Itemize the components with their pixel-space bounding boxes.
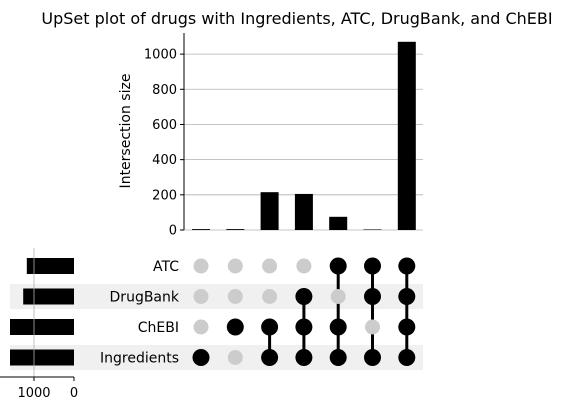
set-label-atc: ATC [153,259,179,275]
y-tick-label: 0 [169,224,177,239]
active-dot-ingredients [398,349,416,366]
set-size-bar-atc [26,258,74,274]
set-size-bar-ingredients [10,349,74,366]
intersection-bar-4 [294,193,313,230]
active-dot-atc [398,257,416,275]
intersection-bars [192,41,416,230]
row-stripes [10,284,423,370]
y-axis-label: Intersection size [118,74,134,189]
inactive-dot-chebi [193,319,209,335]
active-dot-drugbank [398,288,416,305]
intersection-bar-7 [397,41,416,230]
y-axis-ticks: 0 200 400 600 800 1000 [144,48,184,239]
row-stripe-drugbank [10,284,423,309]
y-tick-label: 1000 [144,48,177,63]
active-dot-atc [329,257,347,275]
active-dot-ingredients [364,349,381,366]
intersection-bar-3 [260,192,279,230]
intersection-bar-2 [226,229,245,230]
matrix-dots [192,257,416,366]
set-size-bar-drugbank [23,288,74,305]
active-dot-ingredients [192,349,210,366]
set-label-drugbank: DrugBank [110,290,180,306]
active-dot-chebi [226,318,244,336]
active-dot-ingredients [295,349,313,366]
inactive-dot-chebi [365,319,380,335]
y-tick-label: 400 [152,153,177,168]
set-size-tick-label: 0 [70,386,78,401]
set-label-chebi: ChEBI [138,320,179,336]
set-label-ingredients: Ingredients [100,351,179,367]
active-dot-atc [364,257,381,275]
active-dot-chebi [329,318,347,336]
y-tick-label: 600 [152,118,177,133]
active-dot-ingredients [329,349,347,366]
inactive-dot-ingredients [227,350,243,365]
row-stripe-ingredients [10,345,423,370]
chart-title: UpSet plot of drugs with Ingredients, AT… [41,9,552,28]
inactive-dot-drugbank [330,289,346,304]
active-dot-drugbank [295,288,313,305]
intersection-bar-6 [363,229,382,230]
set-labels: ATC DrugBank ChEBI Ingredients [100,259,180,367]
y-tick-label: 200 [152,188,177,203]
inactive-dot-atc [296,258,312,274]
set-size-bar-chebi [10,319,74,335]
intersection-bar-1 [192,229,210,230]
inactive-dot-atc [227,258,243,274]
active-dot-ingredients [261,349,279,366]
active-dot-chebi [261,318,279,336]
intersection-bar-5 [329,216,348,230]
inactive-dot-atc [193,258,209,274]
set-size-tick-label: 1000 [17,386,50,401]
inactive-dot-drugbank [193,289,209,304]
inactive-dot-atc [262,258,278,274]
active-dot-chebi [398,318,416,336]
active-dot-chebi [295,318,313,336]
active-dot-drugbank [364,288,381,305]
inactive-dot-drugbank [262,289,278,304]
y-tick-label: 800 [152,83,177,98]
inactive-dot-drugbank [227,289,243,304]
set-size-bars [10,258,74,366]
set-size-ticks: 1000 0 [0,248,78,401]
